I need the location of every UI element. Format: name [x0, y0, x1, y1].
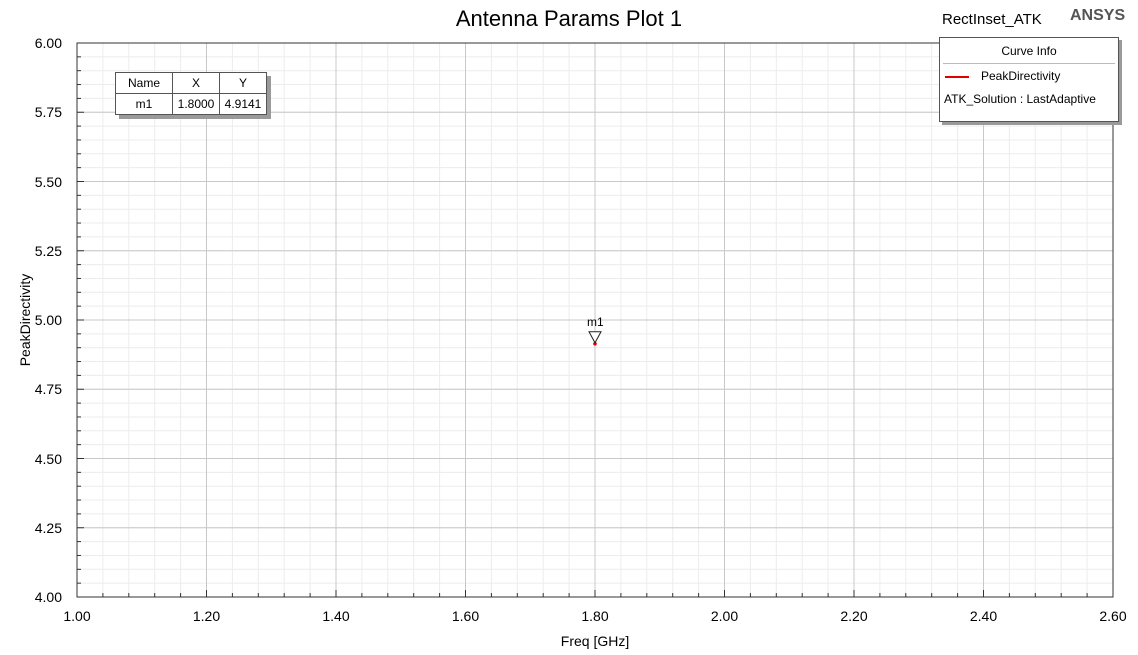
y-tick-label: 4.50	[34, 450, 62, 467]
y-tick-label: 5.25	[34, 242, 62, 259]
brand-logo: ANSYS	[1070, 7, 1126, 24]
marker-header-y: Y	[219, 72, 267, 94]
chart-title: Antenna Params Plot 1	[455, 6, 683, 31]
y-tick-label: 5.00	[34, 312, 62, 328]
y-tick-label: 4.00	[34, 589, 62, 605]
x-tick-label: 2.00	[710, 608, 739, 624]
marker-header-x: X	[172, 72, 220, 94]
marker-label[interactable]: m1	[587, 314, 604, 329]
legend-divider	[943, 63, 1115, 64]
marker-triangle[interactable]	[588, 331, 602, 344]
marker-x-cell: 1.8000	[172, 93, 220, 115]
legend-series-name: PeakDirectivity	[981, 69, 1061, 83]
y-tick-label: 5.50	[34, 173, 62, 190]
x-axis-label: Freq [GHz]	[560, 633, 630, 649]
x-tick-label: 2.20	[840, 608, 868, 624]
x-tick-label: 1.20	[192, 608, 221, 624]
legend-line-swatch	[945, 76, 969, 78]
legend-box[interactable]: Curve Info PeakDirectivity ATK_Solution …	[939, 37, 1119, 122]
marker-table-row: m1 1.8000 4.9141	[115, 93, 267, 115]
x-tick-label: 1.60	[451, 608, 480, 624]
x-tick-label: 1.00	[63, 608, 91, 624]
marker-y-cell: 4.9141	[219, 93, 267, 115]
legend-item[interactable]: PeakDirectivity ATK_Solution : LastAdapt…	[940, 69, 1118, 106]
x-tick-label: 1.40	[322, 608, 350, 624]
legend-title: Curve Info	[1001, 44, 1057, 58]
x-tick-label: 1.80	[581, 608, 609, 624]
y-tick-label: 4.75	[34, 381, 62, 398]
y-tick-label: 4.25	[34, 519, 62, 536]
x-tick-label: 2.40	[969, 608, 998, 624]
design-name: RectInset_ATK	[942, 11, 1042, 28]
y-tick-label: 6.00	[34, 35, 62, 51]
x-tick-label: 2.60	[1099, 608, 1127, 624]
marker-table[interactable]: Name X Y m1 1.8000 4.9141	[115, 72, 267, 115]
legend-solution-name: ATK_Solution : LastAdaptive	[944, 92, 1096, 106]
marker-table-header: Name X Y	[115, 72, 267, 94]
marker-header-name: Name	[115, 72, 173, 94]
marker-name-cell: m1	[115, 93, 173, 115]
y-tick-label: 5.75	[34, 104, 62, 121]
y-axis-label: PeakDirectivity	[17, 273, 33, 367]
